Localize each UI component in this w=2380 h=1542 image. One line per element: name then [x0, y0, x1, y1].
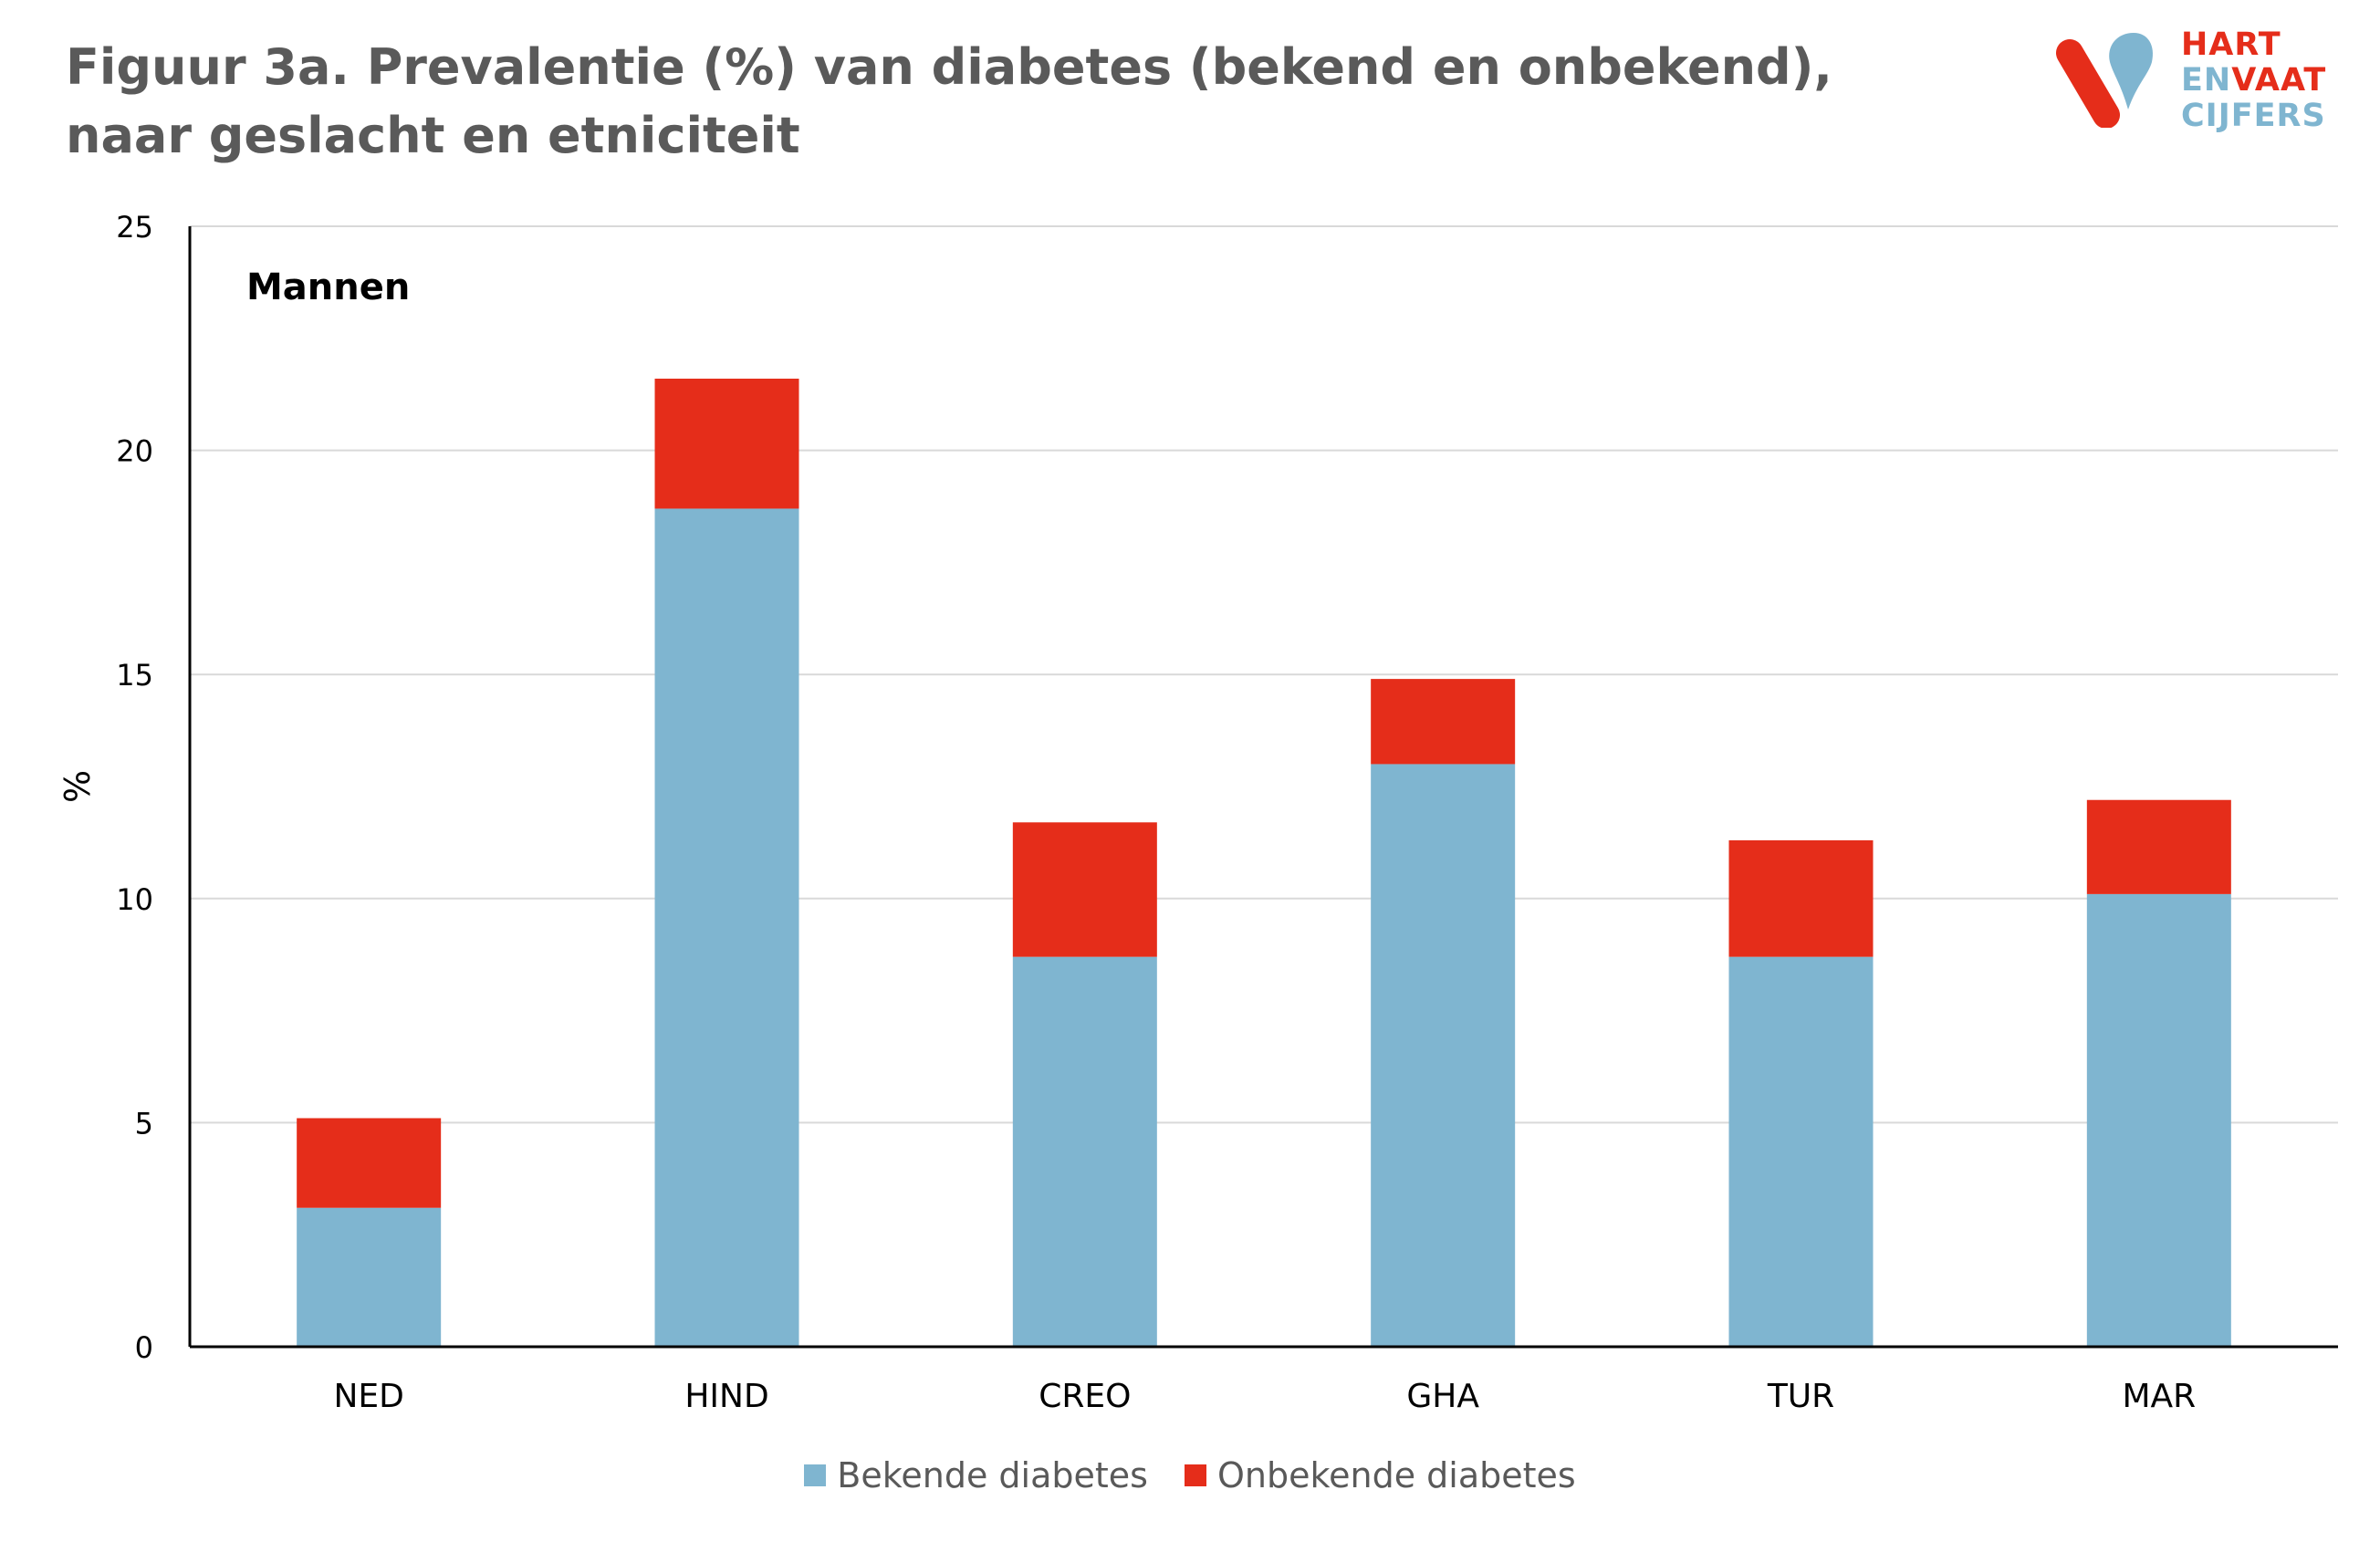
- legend-label-onbekend: Onbekende diabetes: [1216, 1455, 1576, 1495]
- x-tick-label: HIND: [684, 1378, 768, 1415]
- bar-onbekend: [654, 379, 799, 509]
- bar-bekend: [1012, 956, 1157, 1347]
- bar-bekend: [1728, 956, 1874, 1347]
- chart-title: Figuur 3a. Prevalentie (%) van diabetes …: [66, 38, 1832, 164]
- y-tick-label: 0: [135, 1330, 153, 1365]
- hartenvaat-logo: HART ENVAAT CIJFERS: [2053, 26, 2354, 134]
- y-tick-label: 25: [116, 210, 153, 245]
- heart-logo-icon: [2056, 33, 2154, 129]
- bar-bekend: [1371, 764, 1516, 1347]
- legend-swatch-bekend: [804, 1464, 827, 1486]
- bar-bekend: [2086, 893, 2231, 1347]
- bar-onbekend: [1371, 679, 1516, 765]
- logo-line-en: EN: [2181, 62, 2232, 99]
- bar-onbekend: [1728, 839, 1874, 957]
- panel-label: Mannen: [246, 266, 410, 308]
- legend-item-onbekend: Onbekende diabetes: [1184, 1455, 1576, 1495]
- bar-onbekend: [2086, 799, 2231, 894]
- legend-item-bekend: Bekende diabetes: [804, 1455, 1148, 1495]
- logo-line-vaat: VAAT: [2231, 62, 2327, 99]
- x-tick-label: GHA: [1406, 1378, 1479, 1415]
- y-axis-label: %: [57, 770, 98, 803]
- bar-onbekend: [297, 1118, 442, 1208]
- x-tick-label: CREO: [1039, 1378, 1131, 1415]
- legend: Bekende diabetes Onbekende diabetes: [0, 1455, 2380, 1495]
- y-tick-label: 5: [135, 1106, 153, 1141]
- legend-label-bekend: Bekende diabetes: [837, 1455, 1148, 1495]
- x-tick-label: NED: [333, 1378, 403, 1415]
- bar-bekend: [297, 1207, 442, 1347]
- x-tick-label: MAR: [2122, 1378, 2196, 1415]
- logo-line-cijfers: CIJFERS: [2181, 98, 2326, 134]
- bar-onbekend: [1012, 822, 1157, 957]
- logo-line-hart: HART: [2181, 26, 2281, 63]
- y-tick-label: 15: [116, 658, 153, 693]
- y-tick-label: 10: [116, 882, 153, 917]
- y-tick-label: 20: [116, 434, 153, 469]
- legend-swatch-onbekend: [1184, 1464, 1206, 1486]
- x-tick-label: TUR: [1767, 1378, 1834, 1415]
- bar-bekend: [654, 508, 799, 1347]
